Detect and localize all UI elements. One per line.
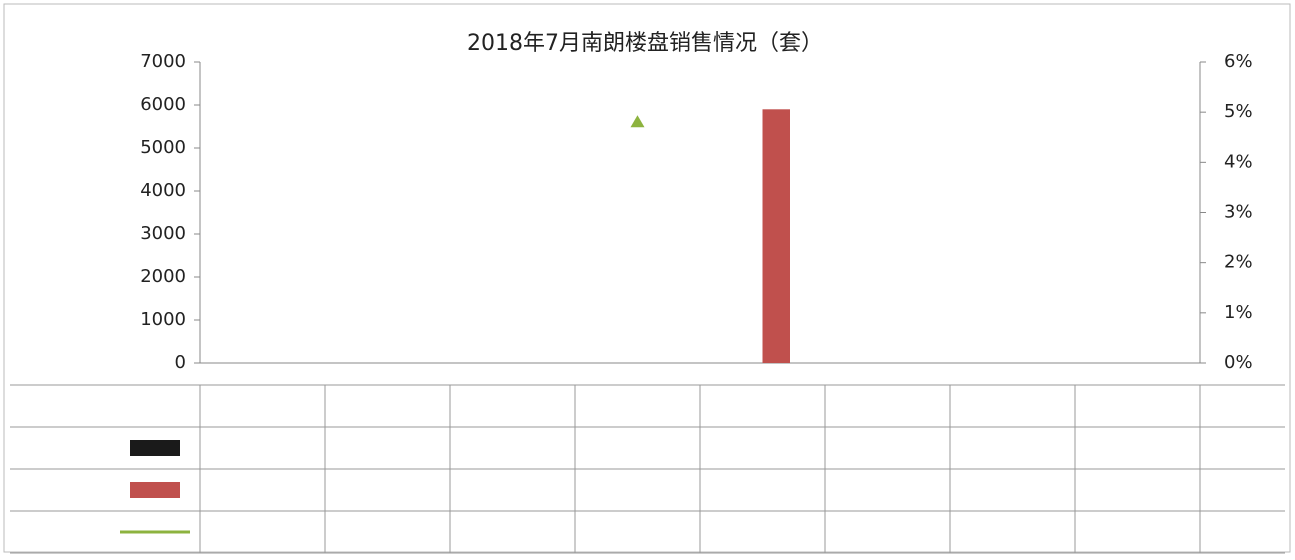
y-tick-label: 3000 xyxy=(140,223,186,244)
y-tick-label: 6000 xyxy=(140,94,186,115)
chart-frame xyxy=(3,3,1291,553)
y-tick-label: 0 xyxy=(175,352,186,373)
y2-tick-label: 1% xyxy=(1224,302,1253,323)
y-tick-label: 1000 xyxy=(140,309,186,330)
legend-swatch xyxy=(130,440,180,456)
y-tick-label: 5000 xyxy=(140,137,186,158)
y-tick-label: 4000 xyxy=(140,180,186,201)
y-tick-label: 7000 xyxy=(140,51,186,72)
y-tick-label: 2000 xyxy=(140,266,186,287)
bar xyxy=(762,109,790,363)
line-marker xyxy=(630,115,645,128)
y2-tick-label: 5% xyxy=(1224,101,1253,122)
y2-tick-label: 6% xyxy=(1224,51,1253,72)
y2-tick-label: 4% xyxy=(1224,151,1253,172)
legend-swatch xyxy=(130,482,180,498)
y2-tick-label: 2% xyxy=(1224,252,1253,273)
y2-tick-label: 0% xyxy=(1224,352,1253,373)
y2-tick-label: 3% xyxy=(1224,202,1253,223)
chart-title: 2018年7月南朗楼盘销售情况（套） xyxy=(467,31,823,56)
